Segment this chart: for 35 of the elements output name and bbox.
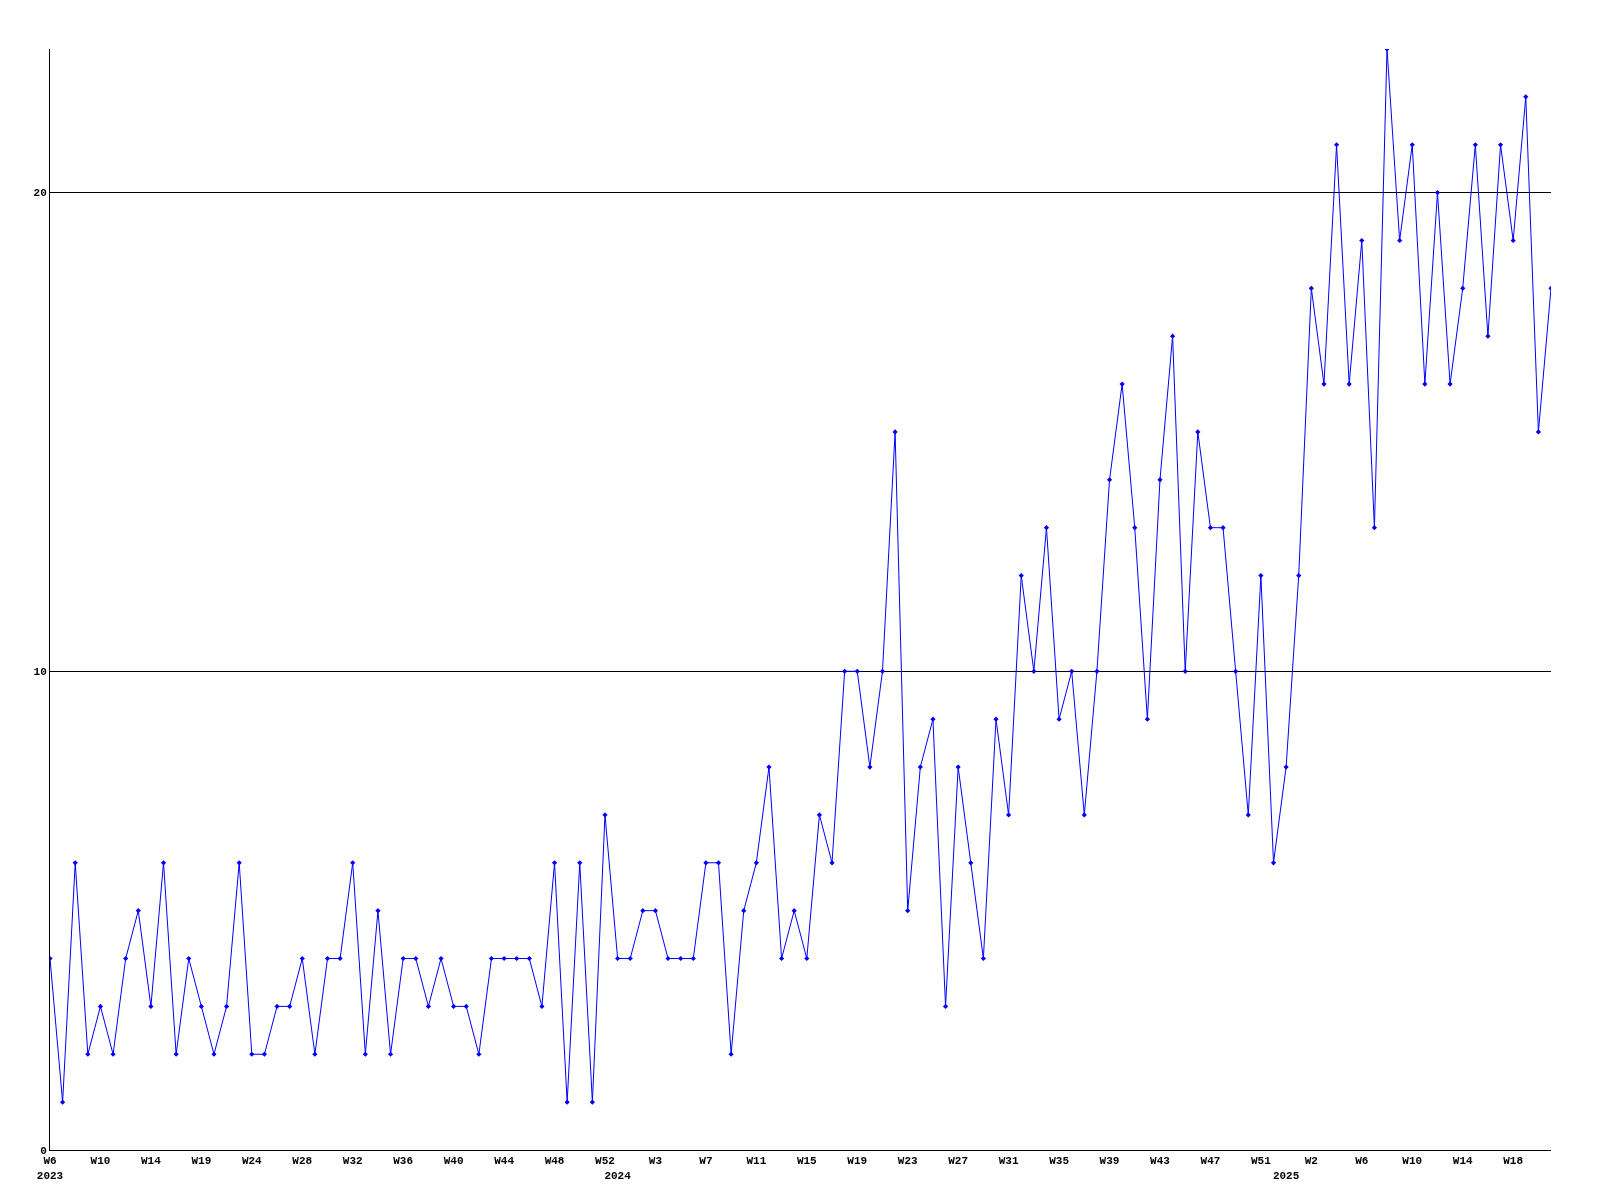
x-tick-label: W11	[746, 1155, 767, 1168]
x-tick-label: W32	[342, 1155, 363, 1168]
x-tick-label: W40	[443, 1155, 464, 1168]
x-tick-label: 2024	[604, 1169, 632, 1182]
x-tick-label: W51	[1250, 1155, 1272, 1168]
y-tick-label: 0	[40, 1144, 47, 1157]
y-tick-label: 20	[33, 187, 47, 200]
x-tick-label: W18	[1503, 1155, 1524, 1168]
x-tick-label: W24	[241, 1155, 263, 1168]
x-tick-label: W48	[544, 1155, 565, 1168]
x-tick-label: 2025	[1272, 1169, 1300, 1182]
x-tick-label: W23	[897, 1155, 919, 1168]
x-tick-label: W19	[191, 1155, 212, 1168]
x-tick-label: W52	[595, 1155, 615, 1168]
x-tick-label: W15	[796, 1155, 818, 1168]
x-tick-label: W6 2023	[36, 1155, 64, 1182]
x-tick-label: W47	[1200, 1155, 1221, 1168]
x-tick-label: W3	[648, 1155, 663, 1168]
x-tick-label: W35	[1049, 1155, 1070, 1168]
x-tick-label: W14	[141, 1155, 162, 1168]
x-tick-label: W6	[1355, 1155, 1369, 1168]
y-tick-label: 10	[33, 666, 47, 679]
x-tick-label: W44	[494, 1155, 515, 1168]
x-tick-label: W28	[292, 1155, 313, 1168]
x-tick-label: W19	[847, 1155, 868, 1168]
x-tick-label: W10	[1402, 1155, 1423, 1168]
x-tick-label: W10	[90, 1155, 111, 1168]
x-tick-label: W31	[998, 1155, 1019, 1168]
x-tick-label: W27	[948, 1155, 969, 1168]
x-tick-label: W36	[393, 1155, 414, 1168]
x-tick-label: W7	[699, 1155, 713, 1168]
x-tick-label: W43	[1150, 1155, 1171, 1168]
x-tick-label: W2	[1304, 1155, 1318, 1168]
x-tick-label: W14	[1452, 1155, 1474, 1168]
x-tick-label: W39	[1099, 1155, 1120, 1168]
